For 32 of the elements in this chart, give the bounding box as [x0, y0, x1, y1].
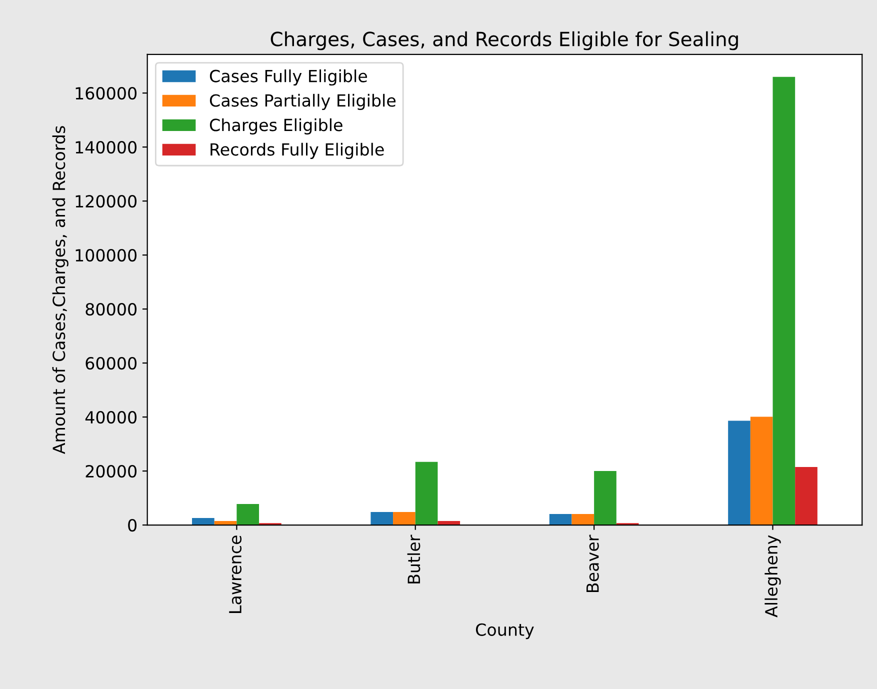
- bar: [728, 420, 750, 526]
- bar: [415, 462, 438, 526]
- y-tick-label: 80000: [86, 302, 137, 316]
- bar: [795, 466, 818, 526]
- y-tick-label: 40000: [85, 410, 137, 424]
- x-axis-title: County: [476, 623, 534, 640]
- bar: [236, 504, 260, 526]
- y-tick-label: 60000: [86, 356, 137, 370]
- bar: [192, 518, 214, 526]
- y-tick-label: 20000: [86, 464, 137, 478]
- y-tick-label: 100000: [76, 248, 137, 262]
- legend-label: Records Fully Eligible: [210, 142, 384, 159]
- y-tick-label: 160000: [76, 87, 137, 100]
- legend-label: Charges Eligible: [210, 118, 342, 134]
- bar: [750, 416, 773, 526]
- y-tick-label: 140000: [76, 141, 137, 154]
- chart-title: Charges, Cases, and Records Eligible for Sealing: [270, 31, 738, 50]
- legend-label: Cases Partially Eligible: [210, 94, 396, 110]
- bar: [572, 514, 594, 526]
- legend-label: Cases Fully Eligible: [210, 69, 368, 86]
- y-tick-label: 120000: [76, 194, 137, 208]
- bar: [594, 471, 616, 526]
- bar: [772, 76, 796, 526]
- y-tick-label: 0: [128, 518, 137, 532]
- y-axis-title: Amount of Cases,Charges, and Records: [52, 126, 68, 454]
- bar: [393, 512, 416, 526]
- bar: [370, 512, 394, 526]
- x-tick-label: Allegheny: [764, 535, 781, 618]
- x-tick-label: Lawrence: [229, 536, 242, 613]
- x-tick-label: Beaver: [586, 534, 599, 592]
- x-tick-label: Butler: [407, 534, 420, 584]
- bar: [549, 514, 572, 526]
